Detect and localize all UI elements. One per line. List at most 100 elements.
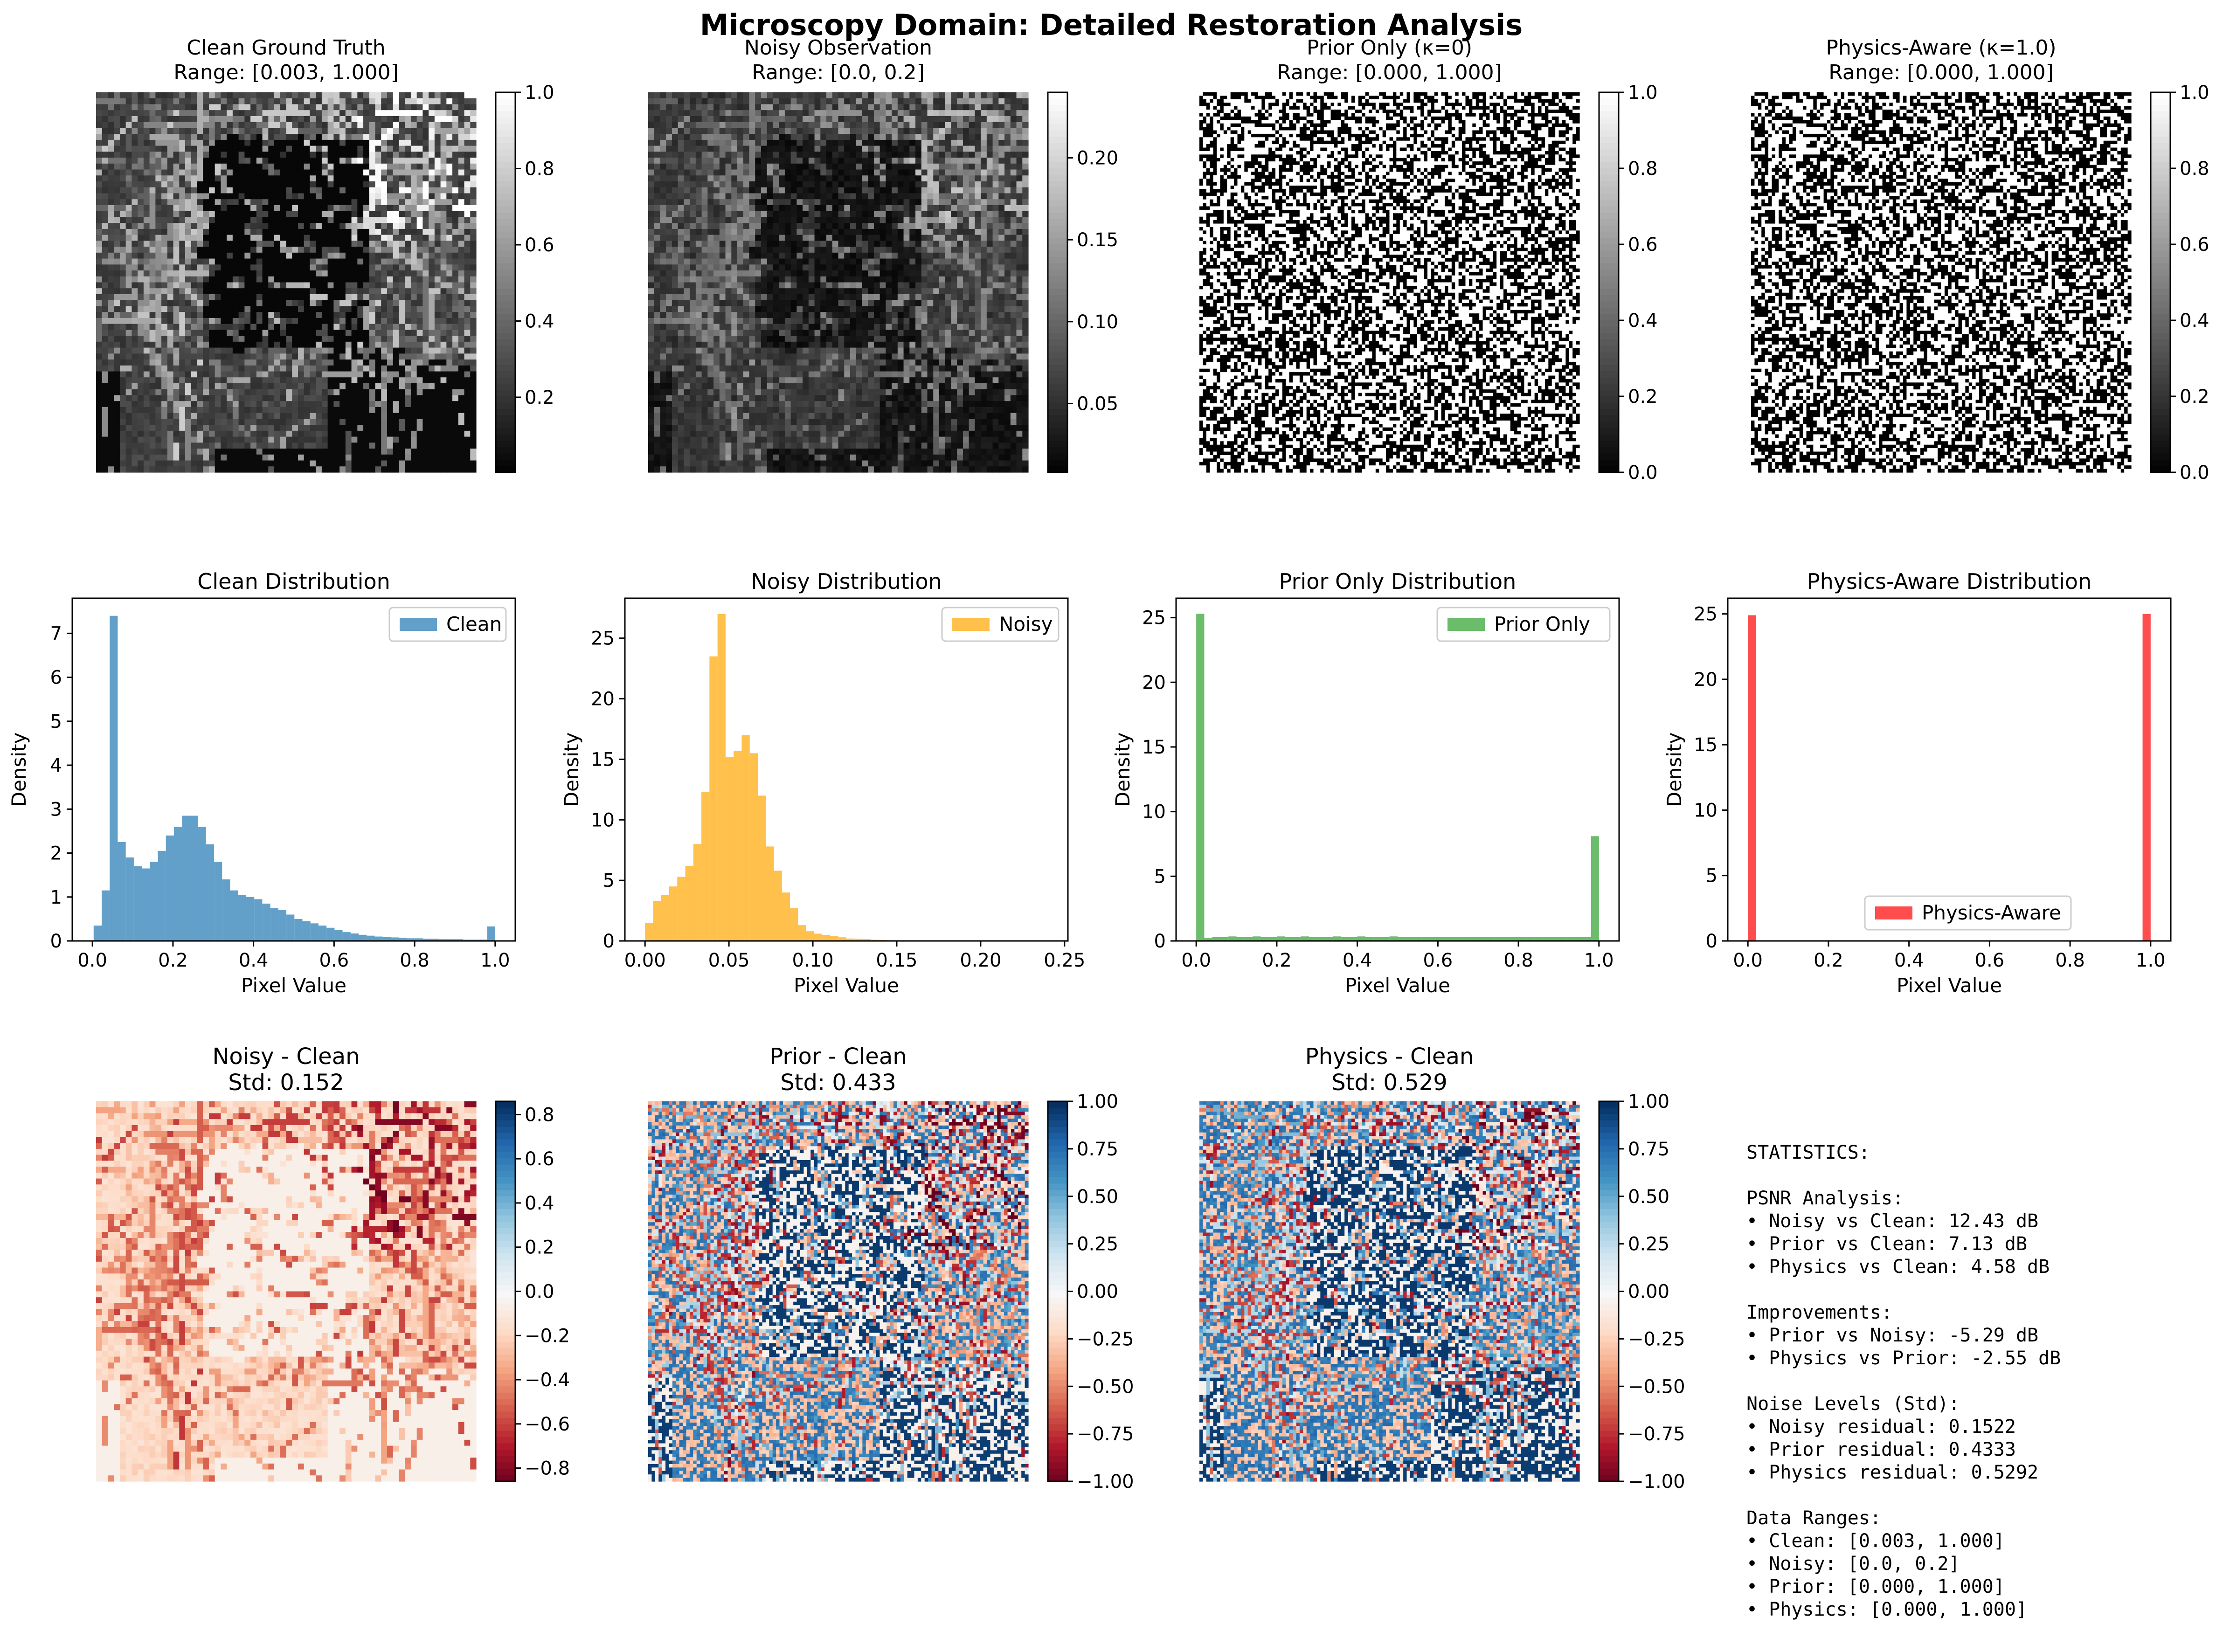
image-pixel	[263, 193, 269, 199]
image-pixel	[138, 217, 144, 223]
image-pixel	[233, 187, 239, 194]
image-pixel	[280, 205, 286, 211]
image-pixel	[310, 104, 316, 110]
image-pixel	[263, 158, 269, 164]
image-pixel	[328, 134, 334, 140]
image-pixel	[411, 181, 417, 187]
image-pixel	[179, 140, 185, 146]
image-pixel	[363, 134, 369, 140]
image-pixel	[173, 152, 180, 158]
image-pixel	[138, 146, 144, 152]
image-pixel	[227, 175, 233, 181]
image-pixel	[173, 128, 180, 134]
image-pixel	[328, 98, 334, 104]
image-pixel	[446, 170, 452, 176]
image-pixel	[263, 217, 269, 223]
image-pixel	[114, 104, 120, 110]
image-pixel	[357, 104, 363, 110]
image-pixel	[363, 104, 369, 110]
image-pixel	[250, 104, 256, 110]
image-pixel	[185, 98, 191, 104]
image-pixel	[256, 217, 263, 223]
image-pixel	[268, 110, 274, 116]
image-pixel	[102, 170, 108, 176]
image-pixel	[464, 181, 471, 187]
image-pixel	[452, 187, 458, 194]
image-pixel	[375, 175, 381, 181]
image-pixel	[363, 205, 369, 211]
image-pixel	[197, 164, 203, 170]
image-pixel	[96, 116, 102, 122]
image-pixel	[435, 175, 441, 181]
image-pixel	[215, 140, 221, 146]
image-pixel	[250, 199, 256, 205]
image-pixel	[244, 164, 250, 170]
image-pixel	[120, 158, 126, 164]
image-pixel	[227, 217, 233, 223]
image-pixel	[298, 152, 304, 158]
image-pixel	[363, 140, 369, 146]
image-pixel	[108, 104, 114, 110]
image-pixel	[144, 181, 150, 187]
image-pixel	[150, 152, 156, 158]
image-pixel	[304, 217, 310, 223]
image-pixel	[422, 164, 429, 170]
image-pixel	[227, 164, 233, 170]
image-pixel	[185, 181, 191, 187]
image-pixel	[387, 175, 393, 181]
image-pixel	[150, 158, 156, 164]
image-pixel	[446, 199, 452, 205]
image-pixel	[298, 181, 304, 187]
image-pixel	[280, 187, 286, 194]
image-pixel	[244, 211, 250, 217]
image-pixel	[399, 158, 405, 164]
image-pixel	[114, 116, 120, 122]
image-pixel	[363, 110, 369, 116]
image-pixel	[120, 211, 126, 217]
image-pixel	[233, 128, 239, 134]
image-pixel	[352, 98, 358, 104]
image-pixel	[256, 98, 263, 104]
image-pixel	[298, 205, 304, 211]
image-pixel	[161, 110, 167, 116]
image-pixel	[132, 134, 138, 140]
image-pixel	[292, 193, 298, 199]
image-pixel	[274, 134, 280, 140]
image-pixel	[185, 164, 191, 170]
image-pixel	[280, 193, 286, 199]
image-pixel	[429, 187, 435, 194]
image-pixel	[316, 211, 322, 217]
image-pixel	[399, 164, 405, 170]
image-pixel	[132, 187, 138, 194]
image-pixel	[263, 110, 269, 116]
image-pixel	[292, 199, 298, 205]
image-pixel	[429, 175, 435, 181]
image-pixel	[268, 104, 274, 110]
image-pixel	[280, 104, 286, 110]
image-pixel	[381, 128, 387, 134]
image-pixel	[150, 92, 156, 98]
image-pixel	[263, 98, 269, 104]
image-pixel	[399, 181, 405, 187]
image-pixel	[108, 152, 114, 158]
image-pixel	[417, 187, 423, 194]
image-pixel	[304, 146, 310, 152]
image-pixel	[363, 146, 369, 152]
image-pixel	[393, 199, 399, 205]
image-pixel	[221, 116, 227, 122]
image-pixel	[233, 193, 239, 199]
image-pixel	[233, 122, 239, 128]
image-pixel	[363, 122, 369, 128]
image-pixel	[274, 217, 280, 223]
image-pixel	[144, 104, 150, 110]
image-pixel	[102, 104, 108, 110]
image-pixel	[464, 146, 471, 152]
image-pixel	[179, 187, 185, 194]
image-pixel	[375, 92, 381, 98]
image-pixel	[280, 134, 286, 140]
image-pixel	[173, 181, 180, 187]
image-pixel	[292, 140, 298, 146]
image-pixel	[274, 116, 280, 122]
image-pixel	[173, 104, 180, 110]
image-pixel	[310, 205, 316, 211]
